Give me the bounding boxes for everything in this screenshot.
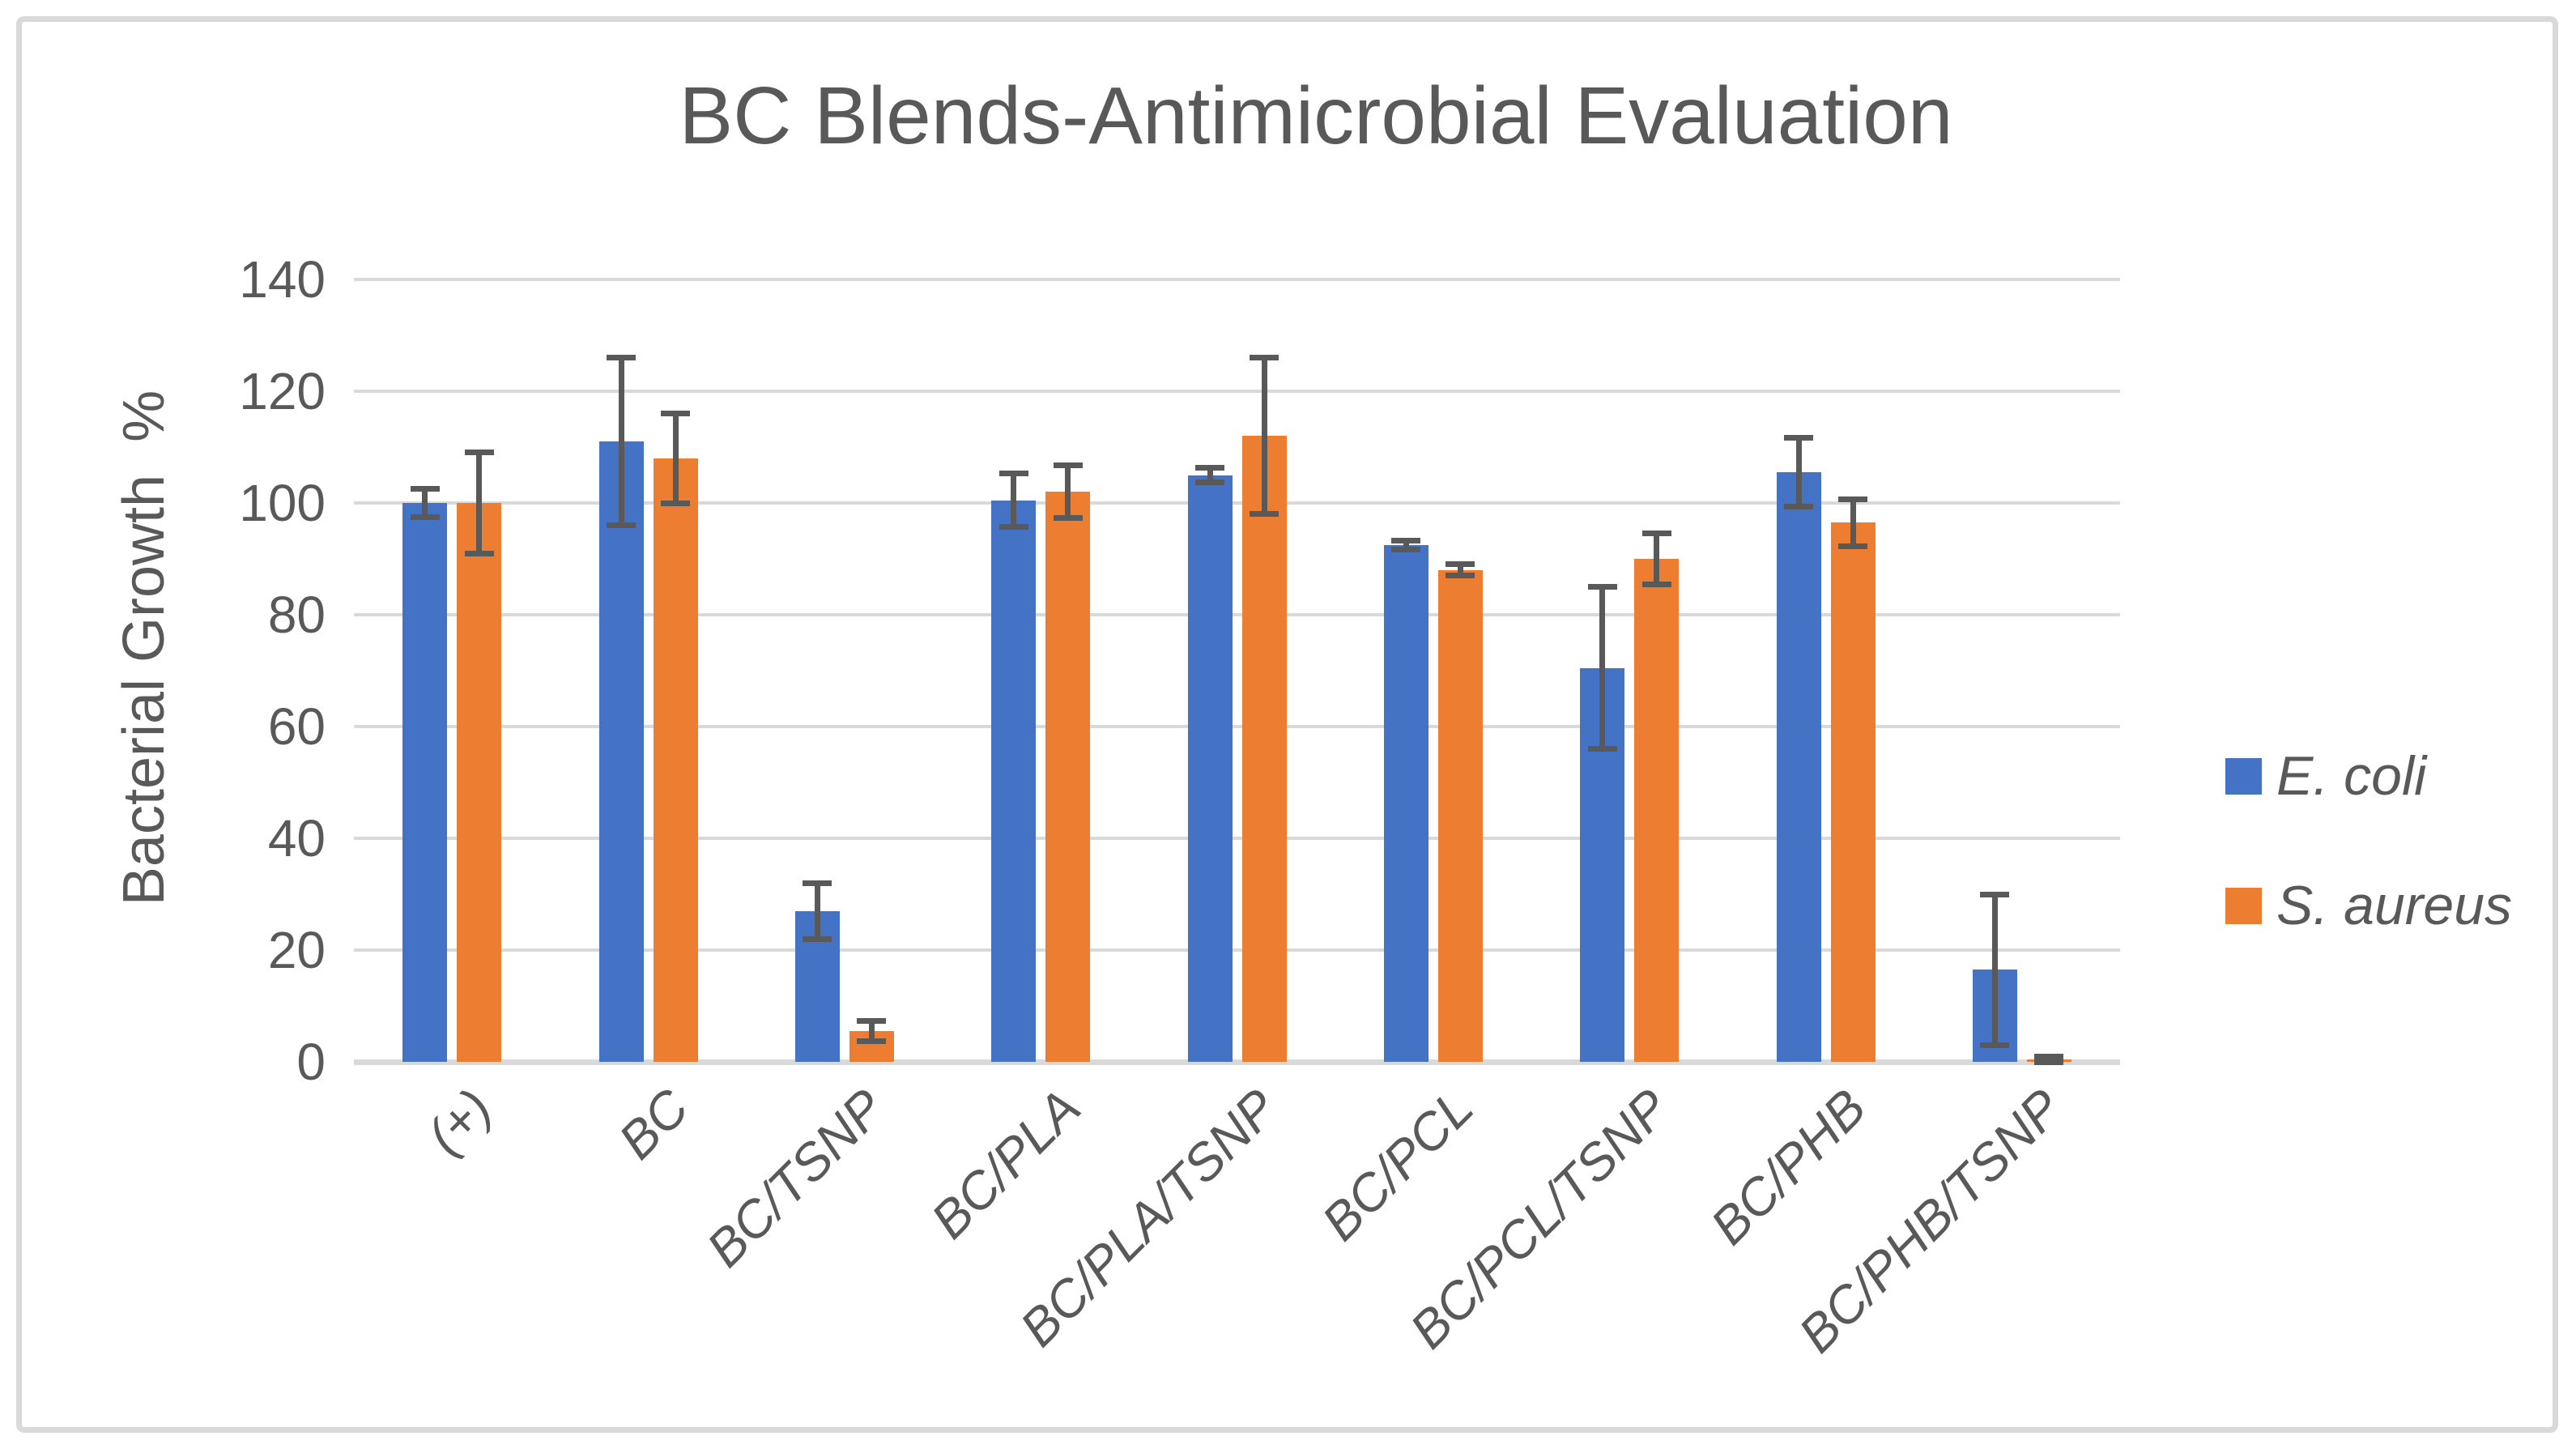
error-bar-whisker (1991, 894, 1998, 1046)
error-bar-whisker (1207, 467, 1213, 483)
error-bar-whisker (1654, 533, 1660, 584)
error-bar-cap-top (1250, 355, 1279, 361)
s-aureus-series-label: S. aureus (2276, 875, 2513, 936)
error-bar-cap-bottom (1980, 1042, 2010, 1048)
gridline (354, 278, 2120, 281)
error-bar-cap-top (2034, 1053, 2064, 1059)
error-bar-whisker (868, 1021, 875, 1042)
error-bar-whisker (1403, 540, 1409, 550)
gridline (354, 725, 2120, 728)
error-bar-cap-top (1446, 561, 1475, 568)
error-bar-whisker (618, 357, 624, 526)
y-tick-label: 100 (239, 474, 326, 532)
bar-s-aureus-6 (1634, 559, 1680, 1062)
bar-e-coli-5 (1383, 544, 1429, 1063)
error-bar-cap-top (464, 450, 494, 456)
y-tick-label: 140 (239, 250, 326, 309)
error-bar-whisker (1065, 465, 1071, 518)
error-bar-cap-bottom (661, 500, 690, 506)
error-bar-cap-top (803, 880, 832, 886)
y-tick-label: 0 (296, 1033, 326, 1091)
x-tick-label: BC (607, 1077, 700, 1170)
error-bar-cap-top (857, 1018, 887, 1025)
error-bar-cap-top (1838, 496, 1867, 502)
bar-e-coli-4 (1187, 475, 1233, 1062)
e-coli-series-swatch (2225, 757, 2262, 795)
error-bar-cap-bottom (1641, 581, 1671, 587)
error-bar-whisker (1011, 473, 1017, 527)
error-bar-whisker (1599, 586, 1606, 749)
bar-e-coli-3 (991, 500, 1037, 1062)
error-bar-cap-bottom (607, 522, 636, 529)
error-bar-whisker (1850, 499, 1856, 547)
e-coli-series-label: E. coli (2276, 745, 2427, 807)
x-tick-label: (+) (415, 1077, 503, 1166)
bar-e-coli-1 (598, 441, 644, 1062)
error-bar-whisker (814, 883, 820, 940)
gridline (354, 613, 2120, 616)
error-bar-cap-top (1053, 462, 1083, 469)
error-bar-cap-bottom (1250, 511, 1279, 518)
error-bar-cap-top (1195, 465, 1224, 471)
x-tick-label: BC/PHB (1698, 1077, 1877, 1256)
y-tick-label: 120 (239, 362, 326, 420)
error-bar-whisker (672, 413, 679, 503)
bar-e-coli-0 (402, 503, 448, 1062)
x-tick-label: BC/PLA (920, 1077, 1092, 1250)
error-bar-cap-bottom (1784, 504, 1813, 510)
chart-title: BC Blends-Antimicrobial Evaluation (679, 70, 1953, 161)
bar-s-aureus-1 (653, 458, 698, 1062)
error-bar-cap-bottom (1446, 573, 1475, 579)
error-bar-cap-bottom (857, 1038, 887, 1044)
bar-s-aureus-3 (1045, 492, 1091, 1062)
error-bar-whisker (476, 452, 483, 554)
error-bar-cap-bottom (2034, 1059, 2064, 1065)
error-bar-cap-top (998, 470, 1028, 476)
bar-s-aureus-7 (1830, 522, 1876, 1062)
bar-s-aureus-4 (1241, 436, 1287, 1062)
error-bar-cap-bottom (1053, 515, 1083, 522)
x-axis-baseline (354, 1059, 2120, 1065)
error-bar-cap-top (661, 411, 690, 417)
y-tick-label: 40 (267, 809, 326, 867)
error-bar-whisker (1457, 564, 1463, 576)
error-bar-whisker (422, 488, 428, 518)
error-bar-whisker (1261, 357, 1267, 514)
error-bar-cap-bottom (1391, 546, 1421, 552)
error-bar-cap-top (1587, 584, 1617, 590)
legend: E. coli S. aureus (2225, 745, 2513, 936)
error-bar-cap-top (1784, 434, 1813, 441)
gridline (354, 948, 2120, 952)
error-bar-cap-top (1980, 891, 2010, 897)
error-bar-cap-top (410, 486, 440, 492)
error-bar-cap-bottom (464, 550, 494, 556)
y-tick-label: 80 (267, 586, 326, 644)
bar-s-aureus-0 (457, 503, 502, 1062)
error-bar-whisker (1795, 437, 1802, 507)
error-bar-cap-bottom (998, 524, 1028, 531)
x-tick-label: BC/PCL (1310, 1077, 1484, 1252)
error-bar-cap-bottom (1838, 543, 1867, 549)
x-tick-label: BC/TSNP (695, 1077, 896, 1278)
bar-s-aureus-5 (1437, 569, 1483, 1062)
error-bar-cap-bottom (803, 935, 832, 942)
gridline (354, 501, 2120, 505)
error-bar-cap-bottom (410, 514, 440, 520)
gridline (354, 390, 2120, 393)
error-bar-cap-top (1641, 531, 1671, 537)
y-tick-label: 20 (267, 921, 326, 979)
bar-e-coli-7 (1776, 472, 1821, 1062)
error-bar-cap-bottom (1195, 479, 1224, 485)
error-bar-cap-top (607, 355, 636, 361)
error-bar-cap-top (1391, 537, 1421, 543)
y-tick-label: 60 (267, 697, 326, 756)
gridline (354, 837, 2120, 840)
legend-item-e-coli: E. coli (2225, 745, 2512, 807)
legend-item-s-aureus: S. aureus (2225, 875, 2513, 936)
s-aureus-series-swatch (2225, 887, 2262, 924)
error-bar-cap-bottom (1587, 746, 1617, 752)
